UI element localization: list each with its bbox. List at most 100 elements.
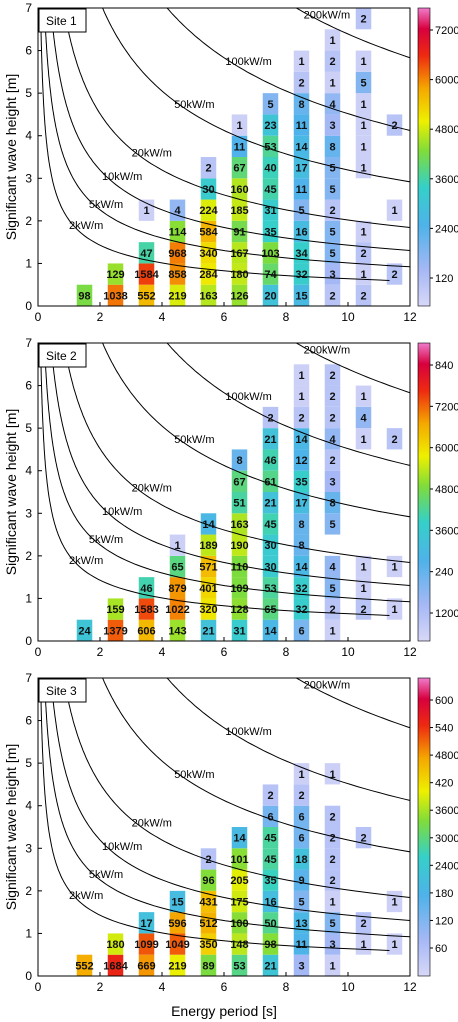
heatmap-cell bbox=[262, 114, 279, 136]
count-label: 224 bbox=[199, 205, 218, 217]
count-label: 219 bbox=[168, 290, 186, 302]
heatmap-cell bbox=[324, 912, 341, 934]
count-label: 21 bbox=[202, 625, 214, 637]
contour-label: 50kW/m bbox=[174, 99, 214, 111]
x-tick-label: 12 bbox=[403, 645, 417, 659]
count-label: 11 bbox=[296, 184, 308, 196]
colorbar-tick-label: 7200 bbox=[435, 25, 458, 37]
count-label: 5 bbox=[267, 99, 273, 111]
y-tick-label: 4 bbox=[25, 129, 32, 143]
contour-label: 20kW/m bbox=[132, 483, 172, 495]
count-label: 6 bbox=[298, 811, 304, 823]
count-label: 12 bbox=[295, 455, 307, 467]
count-label: 8 bbox=[298, 99, 304, 111]
count-label: 1 bbox=[360, 391, 366, 403]
colorbar-tick-label: 4800 bbox=[435, 484, 458, 496]
heatmap-cell bbox=[293, 220, 310, 243]
x-tick-label: 0 bbox=[35, 645, 42, 659]
count-label: 21 bbox=[264, 434, 276, 446]
contour-label: 10kW/m bbox=[102, 841, 142, 853]
count-label: 128 bbox=[230, 604, 248, 616]
heatmap-cell bbox=[107, 619, 124, 641]
heatmap-cell bbox=[324, 157, 341, 179]
heatmap-cell bbox=[262, 178, 279, 200]
count-label: 1 bbox=[391, 205, 397, 217]
count-label: 5 bbox=[298, 205, 304, 217]
heatmap-cell bbox=[293, 513, 310, 535]
count-label: 552 bbox=[137, 290, 155, 302]
count-label: 2 bbox=[298, 413, 304, 425]
count-label: 100 bbox=[230, 918, 248, 930]
count-label: 13 bbox=[295, 918, 307, 930]
heatmap-cell bbox=[293, 784, 310, 806]
count-label: 143 bbox=[168, 625, 186, 637]
count-label: 91 bbox=[233, 227, 245, 239]
heatmap-cell bbox=[169, 577, 186, 599]
heatmap-cell bbox=[107, 933, 124, 955]
count-label: 5 bbox=[329, 184, 335, 196]
count-label: 2 bbox=[205, 163, 211, 175]
heatmap-cell bbox=[138, 954, 155, 976]
count-label: 190 bbox=[230, 540, 248, 552]
y-tick-label: 5 bbox=[25, 421, 32, 435]
count-label: 1379 bbox=[103, 625, 127, 637]
count-label: 2 bbox=[329, 413, 335, 425]
count-label: 35 bbox=[264, 227, 276, 239]
contour-label: 5kW/m bbox=[89, 869, 123, 881]
count-label: 4 bbox=[329, 434, 336, 446]
count-label: 74 bbox=[264, 269, 277, 281]
site-label-box: Site 2 bbox=[38, 343, 87, 368]
count-label: 185 bbox=[230, 205, 248, 217]
plot-frame bbox=[37, 677, 411, 977]
count-label: 5 bbox=[298, 897, 304, 909]
x-axis-label: Energy period [s] bbox=[171, 1003, 277, 1019]
count-label: 2 bbox=[329, 854, 335, 866]
count-label: 2 bbox=[298, 78, 304, 90]
count-label: 879 bbox=[168, 583, 186, 595]
heatmap-cell bbox=[293, 114, 310, 136]
heatmap-cell bbox=[231, 263, 248, 285]
heatmap-cell bbox=[324, 827, 341, 849]
count-label: 2 bbox=[360, 248, 366, 260]
count-label: 284 bbox=[199, 269, 218, 281]
heatmap-cell bbox=[169, 199, 186, 221]
heatmap-cell bbox=[231, 933, 248, 955]
y-tick-label: 6 bbox=[25, 714, 32, 728]
count-label: 1684 bbox=[103, 960, 128, 972]
colorbar-tick-label: 120 bbox=[435, 273, 453, 285]
site-title: Site 2 bbox=[46, 349, 77, 363]
heatmap-cell bbox=[324, 364, 341, 386]
heatmap-cell bbox=[324, 555, 341, 578]
contour-label: 200kW/m bbox=[304, 679, 350, 691]
count-label: 67 bbox=[233, 163, 245, 175]
heatmap-cell bbox=[324, 763, 341, 785]
heatmap-cell bbox=[169, 912, 186, 934]
heatmap-cell bbox=[200, 513, 217, 535]
heatmap-cell bbox=[231, 284, 248, 306]
heatmap-cell bbox=[262, 406, 279, 429]
colorbar-tick-label: 3600 bbox=[435, 525, 458, 537]
x-tick-label: 8 bbox=[283, 645, 290, 659]
count-label: 571 bbox=[199, 562, 217, 574]
count-label: 1 bbox=[391, 604, 397, 616]
contour-label: 5kW/m bbox=[89, 534, 123, 546]
heatmap-cell bbox=[262, 449, 279, 471]
count-label: 160 bbox=[230, 184, 248, 196]
count-label: 148 bbox=[230, 939, 248, 951]
count-label: 35 bbox=[264, 875, 276, 887]
contour-line bbox=[102, 678, 410, 853]
heatmap-cell bbox=[324, 263, 341, 285]
count-label: 14 bbox=[295, 141, 308, 153]
contour-label: 2kW/m bbox=[69, 890, 103, 902]
y-tick-label: 0 bbox=[25, 969, 32, 983]
heatmap-cell bbox=[231, 954, 248, 976]
count-label: 89 bbox=[202, 960, 214, 972]
count-label: 167 bbox=[230, 248, 248, 260]
heatmap-cell bbox=[231, 470, 248, 492]
heatmap-cell bbox=[262, 933, 279, 955]
colorbar-ticks-site-3: 60 120 180 2400 3000 3600 420 4800 540 600 bbox=[430, 695, 458, 955]
heatmap-cell bbox=[231, 157, 248, 179]
count-label: 17 bbox=[295, 163, 307, 175]
heatmap-cell bbox=[200, 220, 217, 243]
